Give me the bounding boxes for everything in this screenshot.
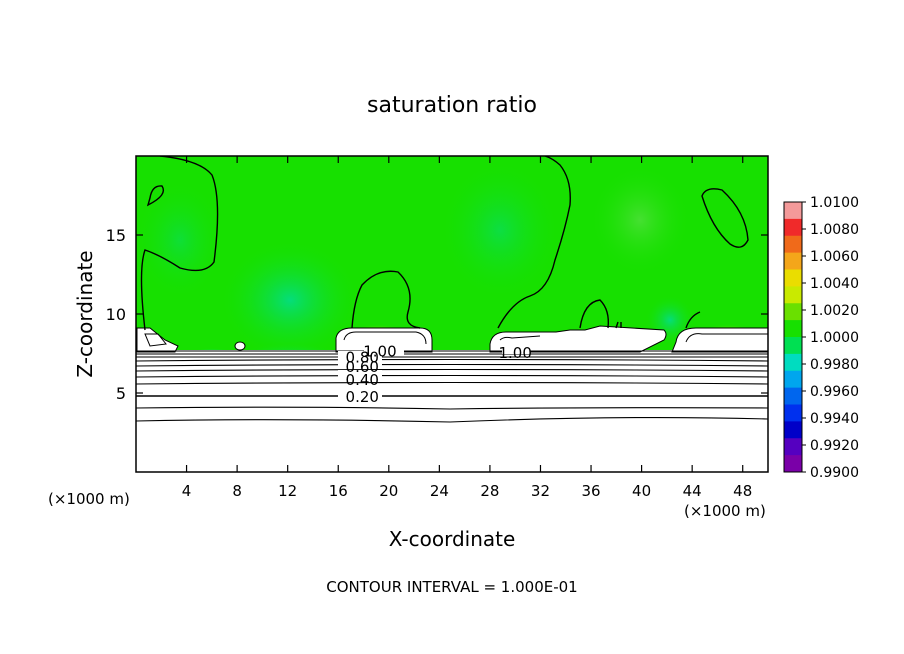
x-tick-label: 48 [733, 482, 752, 500]
y-axis-label: Z-coordinate [73, 250, 97, 377]
colorbar-swatch [784, 252, 802, 270]
x-axis-ticks: 4 8 12 16 20 24 28 32 36 40 44 48 [182, 156, 752, 500]
contour-label-backgrounds [338, 341, 530, 403]
colorbar-swatch [784, 202, 802, 220]
colorbar-swatch [784, 235, 802, 254]
y-axis-ticks: 5 10 15 [106, 226, 768, 403]
x-tick-label: 32 [531, 482, 550, 500]
x-tick-label: 36 [581, 482, 600, 500]
colorbar-swatch [784, 404, 802, 422]
x-axis-unit-left: (×1000 m) [48, 490, 130, 508]
colorbar-swatch [784, 320, 802, 338]
colorbar-label: 1.0040 [810, 276, 859, 292]
colorbar-label: 0.9900 [810, 465, 859, 481]
x-tick-label: 24 [430, 482, 449, 500]
colorbar-label: 1.0080 [810, 222, 859, 238]
field-pale-patch [590, 165, 690, 275]
colorbar-label: 0.9920 [810, 438, 859, 454]
lower-white-region [136, 350, 768, 472]
contour-lines-lower [136, 350, 768, 423]
colorbar: 1.0100 1.0080 1.0060 1.0040 1.0020 1.0000 0.99… [783, 195, 859, 481]
plot-area [136, 156, 768, 472]
contour-label: 0.80 [346, 349, 379, 367]
x-tick-label: 8 [232, 482, 242, 500]
x-tick-label: 40 [632, 482, 651, 500]
y-tick-label: 10 [106, 305, 126, 324]
contour-label: 0.20 [346, 388, 379, 406]
colorbar-swatch [784, 269, 802, 287]
contour-label: 1.00 [363, 342, 396, 360]
x-tick-label: 16 [329, 482, 348, 500]
colorbar-swatch [784, 421, 802, 439]
chart-title: saturation ratio [367, 93, 537, 118]
colorbar-label: 1.0000 [810, 330, 859, 346]
x-tick-label: 44 [683, 482, 702, 500]
colorbar-label: 0.9980 [810, 357, 859, 373]
cloud-blobs [136, 325, 768, 353]
x-tick-label: 20 [379, 482, 398, 500]
contour-lines-upper [140, 156, 749, 331]
x-tick-label: 4 [182, 482, 192, 500]
colorbar-swatch [784, 455, 802, 473]
field-teal-patch [440, 160, 560, 300]
contour-label: 0.40 [346, 371, 379, 389]
x-axis-label: X-coordinate [389, 527, 516, 551]
colorbar-label: 0.9940 [810, 411, 859, 427]
y-tick-label: 5 [116, 384, 126, 403]
contour-label: 1.00 [498, 344, 531, 362]
colorbar-swatch [784, 370, 802, 389]
colorbar-swatch [784, 218, 802, 237]
colorbar-swatch [784, 438, 802, 456]
x-tick-label: 12 [278, 482, 297, 500]
colorbar-swatch [784, 353, 802, 372]
colorbar-label: 1.0060 [810, 249, 859, 265]
colorbar-label: 1.0100 [810, 195, 859, 211]
y-tick-label: 15 [106, 226, 126, 245]
colorbar-label: 1.0020 [810, 303, 859, 319]
colorbar-label: 0.9960 [810, 384, 859, 400]
colorbar-swatch [784, 387, 802, 405]
x-tick-label: 28 [480, 482, 499, 500]
contour-label: 0.60 [346, 358, 379, 376]
contour-interval-note: CONTOUR INTERVAL = 1.000E-01 [326, 578, 577, 596]
colorbar-swatch [784, 337, 802, 355]
colorbar-swatch [784, 303, 802, 321]
field-teal-patch [136, 180, 225, 300]
contour-labels: 0.200.400.600.801.00 1.00 [346, 342, 532, 406]
colorbar-swatch [784, 286, 802, 304]
x-axis-unit-right: (×1000 m) [684, 502, 766, 520]
